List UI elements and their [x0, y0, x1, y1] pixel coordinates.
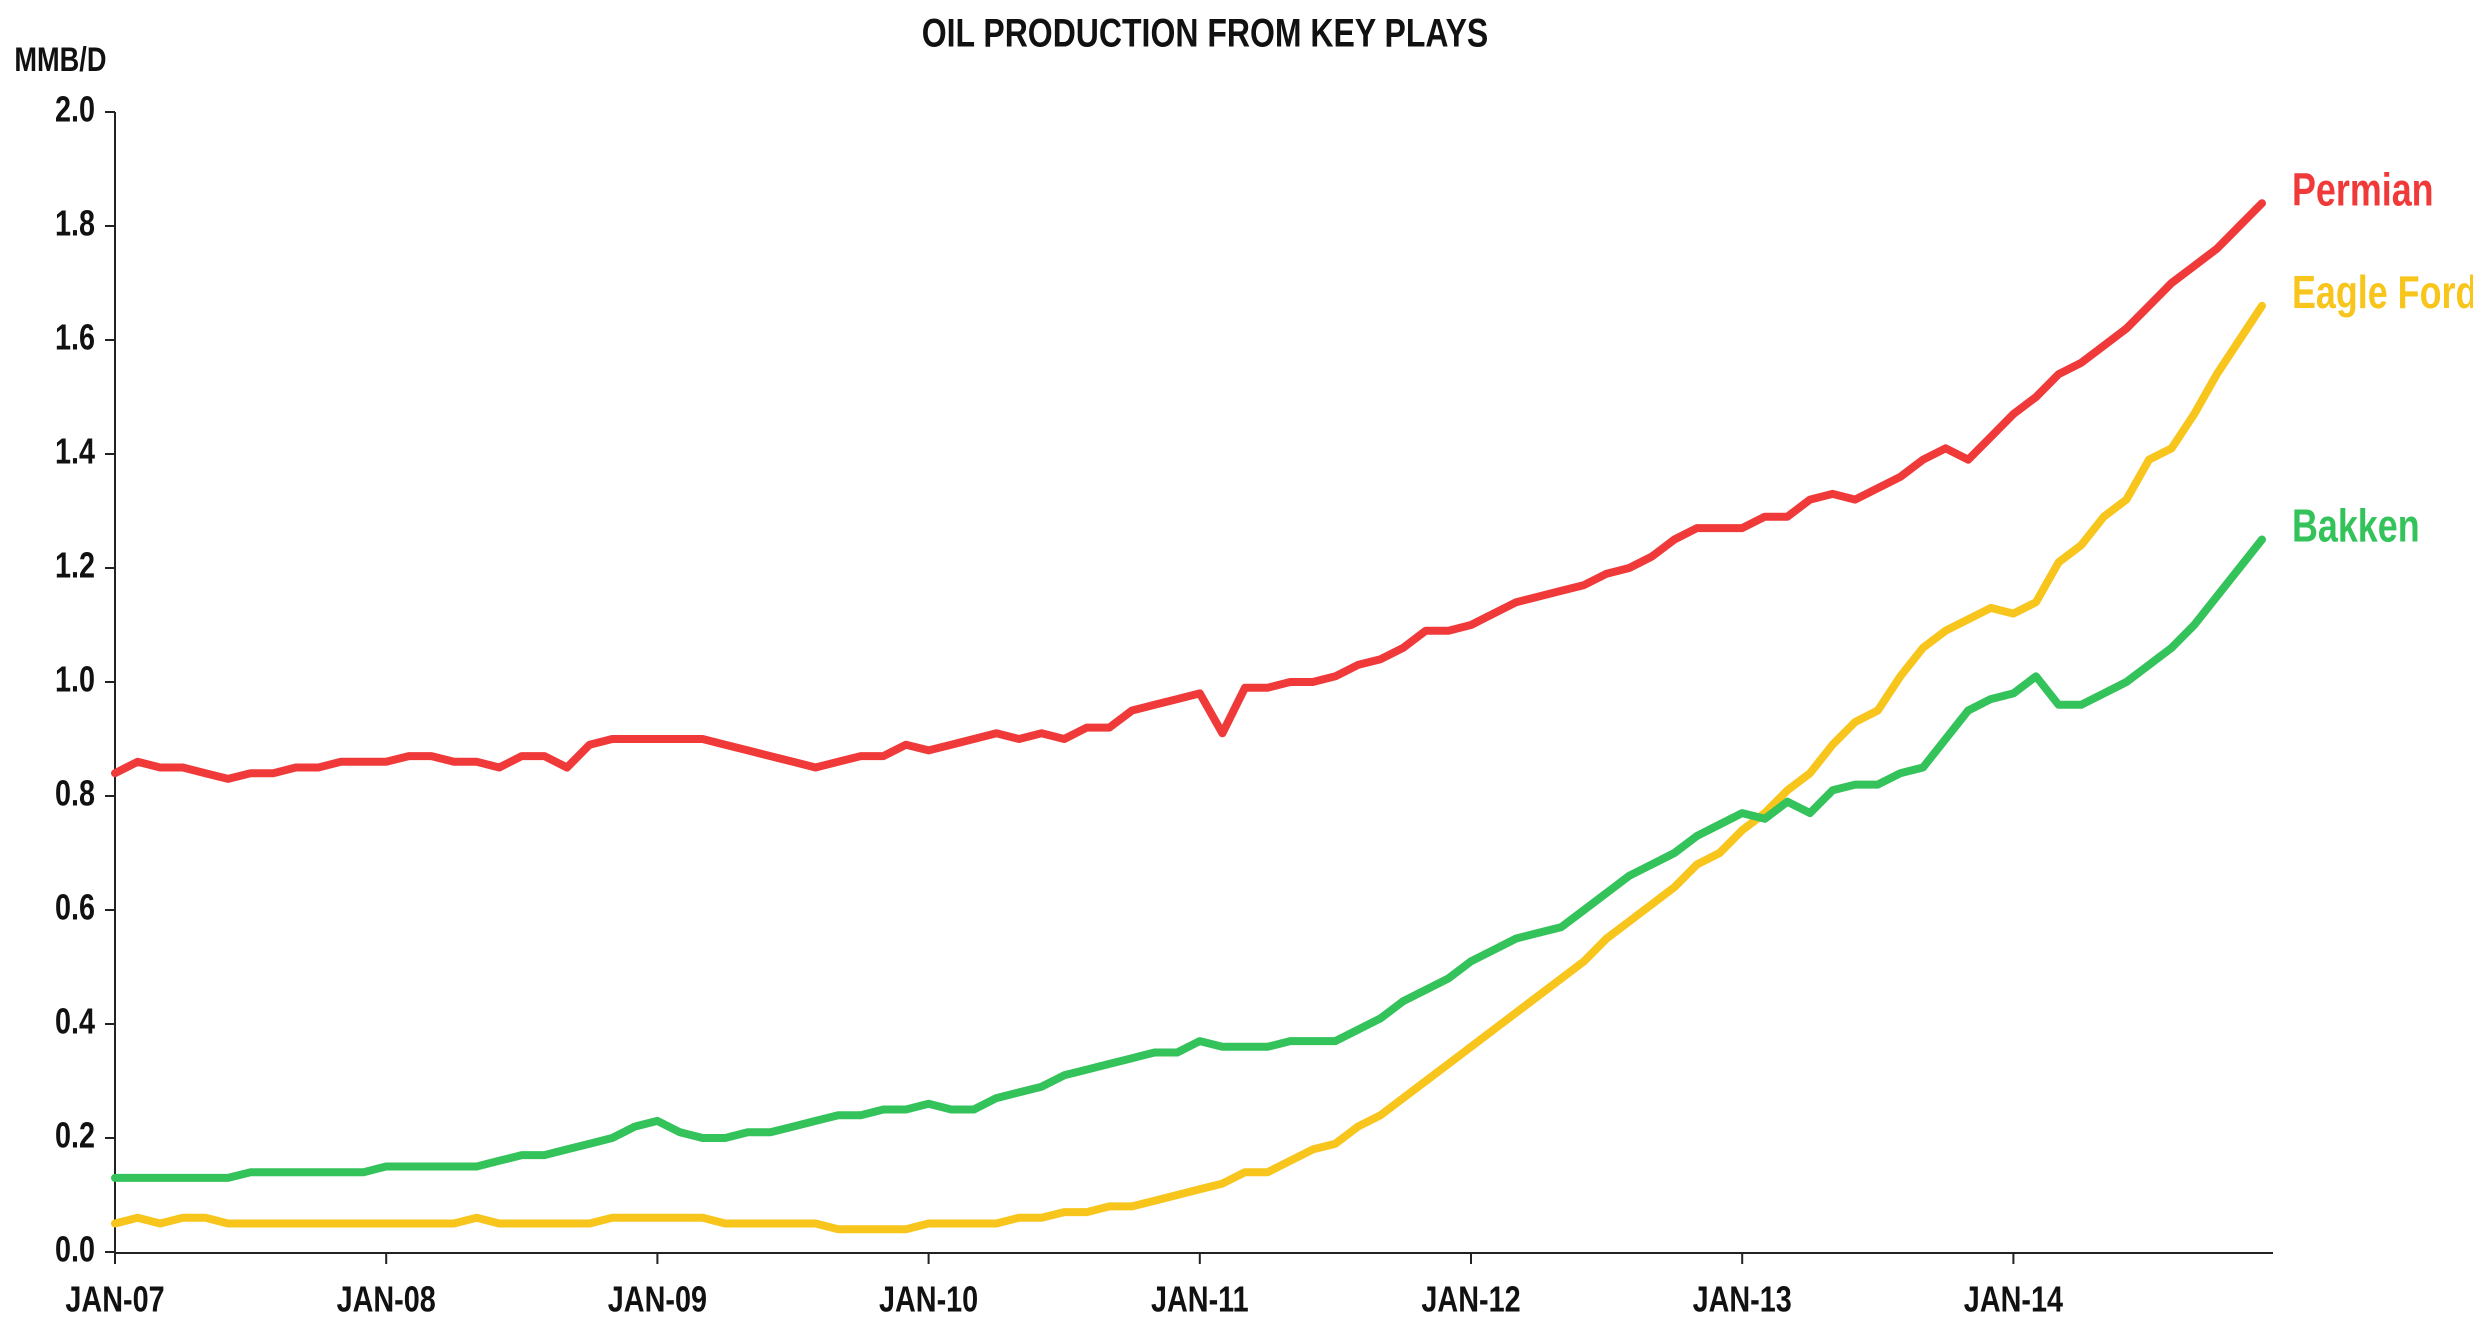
series-line: [111, 535, 2266, 1182]
y-tick-label: 1.6: [55, 316, 95, 357]
x-tick-label: JAN-10: [879, 1278, 978, 1319]
y-tick-label: 1.8: [55, 202, 95, 243]
y-tick-label: 0.6: [55, 886, 95, 927]
y-tick-label: 0.8: [55, 772, 95, 813]
series-label: Permian: [2292, 164, 2434, 215]
x-tick-label: JAN-08: [337, 1278, 436, 1319]
series-label: Eagle Ford: [2292, 267, 2473, 318]
y-tick-label: 0.2: [55, 1114, 95, 1155]
series-line: [111, 301, 2266, 1234]
x-tick-label: JAN-07: [65, 1278, 164, 1319]
y-tick-label: 2.0: [55, 88, 95, 129]
y-tick-label: 1.0: [55, 658, 95, 699]
y-tick-label: 1.2: [55, 544, 95, 585]
y-tick-label: 0.4: [55, 1000, 95, 1041]
x-tick-label: JAN-13: [1693, 1278, 1792, 1319]
y-axis-label: MMB/D: [14, 40, 106, 79]
x-tick-label: JAN-09: [608, 1278, 707, 1319]
y-tick-label: 1.4: [55, 430, 95, 471]
x-tick-label: JAN-12: [1421, 1278, 1520, 1319]
x-tick-label: JAN-14: [1964, 1278, 2063, 1319]
chart-title: OIL PRODUCTION FROM KEY PLAYS: [922, 10, 1489, 55]
series-label: Bakken: [2292, 500, 2420, 551]
y-tick-label: 0.0: [55, 1228, 95, 1269]
x-tick-label: JAN-11: [1151, 1278, 1249, 1319]
series-line: [111, 199, 2266, 783]
